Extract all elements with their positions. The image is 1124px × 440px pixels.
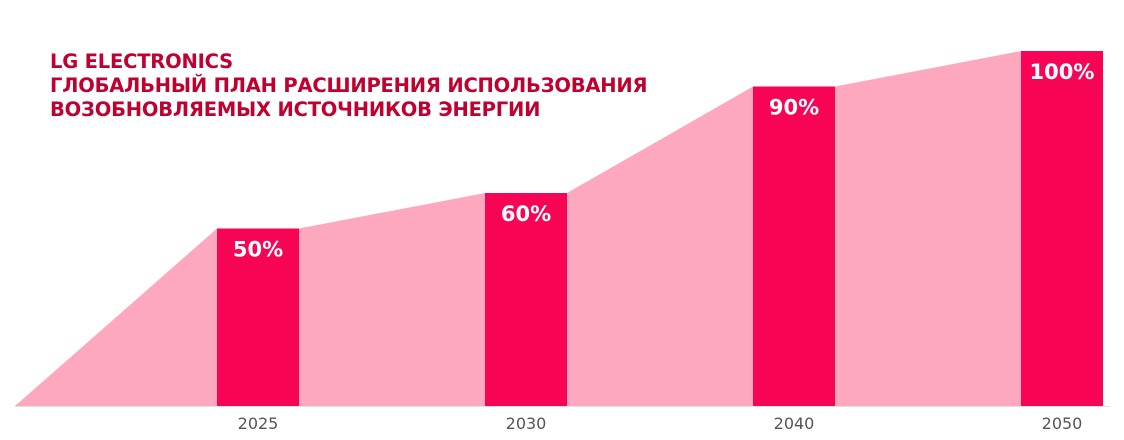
bar-2030 <box>485 193 567 406</box>
x-tick-label-2030: 2030 <box>506 414 547 433</box>
chart-title: LG ELECTRONICS ГЛОБАЛЬНЫЙ ПЛАН РАСШИРЕНИ… <box>50 50 648 122</box>
bar-2050 <box>1021 51 1103 406</box>
x-axis-ticks: 2025 2030 2040 2050 <box>238 414 1083 433</box>
data-label-2030: 60% <box>501 202 551 226</box>
bar-2040 <box>753 86 835 406</box>
data-label-2040: 90% <box>769 96 819 120</box>
x-tick-label-2050: 2050 <box>1042 414 1083 433</box>
chart-title-line-2: ГЛОБАЛЬНЫЙ ПЛАН РАСШИРЕНИЯ ИСПОЛЬЗОВАНИЯ <box>50 74 648 97</box>
data-label-2050: 100% <box>1030 60 1095 84</box>
x-tick-label-2025: 2025 <box>238 414 279 433</box>
bar-2025 <box>217 228 299 406</box>
chart-title-line-1: LG ELECTRONICS <box>50 50 233 73</box>
chart-title-line-3: ВОЗОБНОВЛЯЕМЫХ ИСТОЧНИКОВ ЭНЕРГИИ <box>50 98 541 121</box>
data-label-2025: 50% <box>233 238 283 262</box>
bars-group: 50% 60% 90% 100% <box>217 51 1103 406</box>
x-tick-label-2040: 2040 <box>774 414 815 433</box>
